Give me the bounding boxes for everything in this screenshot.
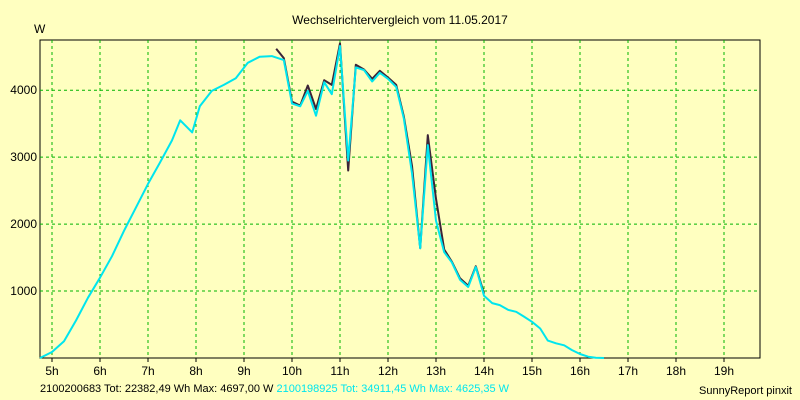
series-line-2	[39, 45, 605, 359]
x-tick-label: 19h	[714, 364, 734, 378]
x-tick-label: 13h	[426, 364, 446, 378]
x-ticks: 5h 6h 7h 8h 9h 10h 11h 12h 13h 14h 15h 16h 17h 18h 19h	[45, 358, 734, 378]
x-tick-label: 15h	[522, 364, 542, 378]
x-tick-label: 8h	[189, 364, 202, 378]
x-tick-label: 16h	[570, 364, 590, 378]
series-group	[39, 42, 605, 359]
chart-title: Wechselrichtervergleich vom 11.05.2017	[292, 13, 508, 27]
grid	[40, 40, 760, 358]
x-tick-label: 18h	[666, 364, 686, 378]
legend-series-1: 2100200683 Tot: 22382,49 Wh Max: 4697,00…	[40, 383, 274, 395]
legend-footer: 2100200683 Tot: 22382,49 Wh Max: 4697,00…	[40, 383, 509, 395]
y-axis-label: W	[34, 22, 46, 36]
y-tick-label: 4000	[10, 83, 37, 97]
credit-text: SunnyReport pinxit	[699, 385, 792, 397]
x-tick-label: 7h	[141, 364, 154, 378]
y-tick-label: 3000	[10, 150, 37, 164]
plot-area	[39, 39, 761, 359]
x-tick-label: 9h	[237, 364, 250, 378]
x-tick-label: 17h	[618, 364, 638, 378]
y-tick-label: 1000	[10, 284, 37, 298]
x-tick-label: 12h	[378, 364, 398, 378]
y-ticks: 1000 2000 3000 4000	[10, 83, 37, 298]
x-tick-label: 14h	[474, 364, 494, 378]
y-tick-label: 2000	[10, 217, 37, 231]
legend-series-2: 2100198925 Tot: 34911,45 Wh Max: 4625,35…	[276, 383, 510, 395]
x-tick-label: 5h	[45, 364, 58, 378]
x-tick-label: 11h	[330, 364, 349, 378]
x-tick-label: 6h	[93, 364, 106, 378]
x-tick-label: 10h	[282, 364, 302, 378]
